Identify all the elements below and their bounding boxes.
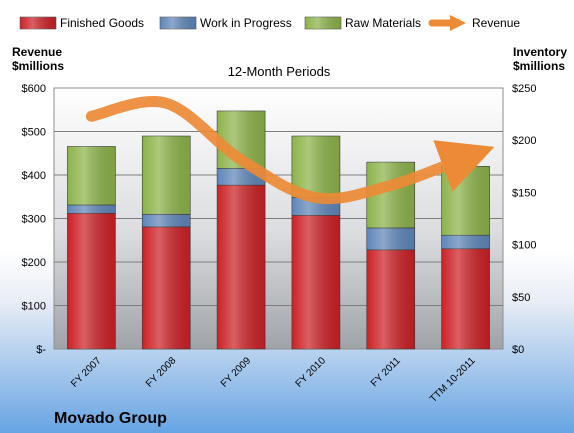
- bar-work-in-progress-shine: [366, 227, 415, 250]
- right-tick-label: $200: [512, 135, 536, 147]
- bar-finished-goods-shine: [217, 185, 266, 349]
- legend-swatch-shine: [305, 17, 341, 29]
- left-tick-label: $600: [22, 83, 46, 95]
- left-tick-label: $400: [22, 170, 46, 182]
- left-axis-ticks: $- $100 $200 $300 $400 $500 $600: [22, 83, 47, 356]
- bar-finished-goods-shine: [366, 249, 415, 349]
- x-axis-label: FY 2011: [369, 355, 403, 389]
- legend-label-revenue: Revenue: [472, 16, 520, 30]
- legend: Finished Goods Work in Progress Raw Materi…: [19, 15, 520, 31]
- legend-swatch-shine: [20, 17, 56, 29]
- right-tick-label: $250: [512, 83, 536, 95]
- bar-finished-goods-shine: [441, 248, 490, 349]
- right-tick-label: $150: [512, 187, 536, 199]
- left-tick-label: $200: [22, 257, 46, 269]
- left-tick-label: $-: [36, 344, 46, 356]
- x-axis-labels: FY 2007 FY 2008 FY 2009 FY 2010 FY 2011 TTM 1…: [69, 355, 478, 405]
- bar-finished-goods-shine: [291, 215, 340, 349]
- legend-label: Finished Goods: [60, 16, 144, 30]
- bar-work-in-progress-shine: [441, 235, 490, 249]
- left-axis-label-line2: $millions: [12, 59, 64, 73]
- right-tick-label: $0: [512, 344, 524, 356]
- chart-title: 12-Month Periods: [228, 64, 331, 79]
- bar-raw-materials-shine: [441, 166, 490, 236]
- left-tick-label: $100: [22, 301, 46, 313]
- x-axis-label: FY 2009: [219, 355, 254, 390]
- legend-swatch-shine: [160, 17, 196, 29]
- right-axis-label-line1: Inventory: [513, 45, 567, 59]
- x-axis-label: FY 2007: [69, 355, 104, 390]
- right-axis-ticks: $0 $50 $100 $150 $200 $250: [512, 83, 536, 356]
- right-tick-label: $50: [512, 292, 530, 304]
- bar-finished-goods-shine: [142, 226, 191, 349]
- right-axis-label-line2: $millions: [513, 59, 565, 73]
- legend-label: Raw Materials: [345, 16, 421, 30]
- legend-label: Work in Progress: [200, 16, 292, 30]
- bar-finished-goods-shine: [67, 213, 116, 349]
- bar-work-in-progress-shine: [142, 214, 191, 227]
- bar-work-in-progress-shine: [67, 204, 116, 214]
- bar-raw-materials-shine: [67, 146, 116, 205]
- left-axis-label-line1: Revenue: [12, 45, 62, 59]
- right-tick-label: $100: [512, 240, 536, 252]
- legend-arrow-icon: [450, 15, 466, 31]
- left-tick-label: $500: [22, 127, 46, 139]
- revenue-line-group: [85, 96, 495, 205]
- company-name: Movado Group: [54, 410, 167, 427]
- x-axis-label: TTM 10-2011: [428, 355, 478, 405]
- revenue-line: [85, 96, 495, 205]
- x-axis-label: FY 2008: [144, 355, 179, 390]
- x-axis-label: FY 2010: [294, 355, 329, 390]
- left-tick-label: $300: [22, 214, 46, 226]
- bar-raw-materials-shine: [142, 136, 191, 215]
- bars: [67, 110, 490, 350]
